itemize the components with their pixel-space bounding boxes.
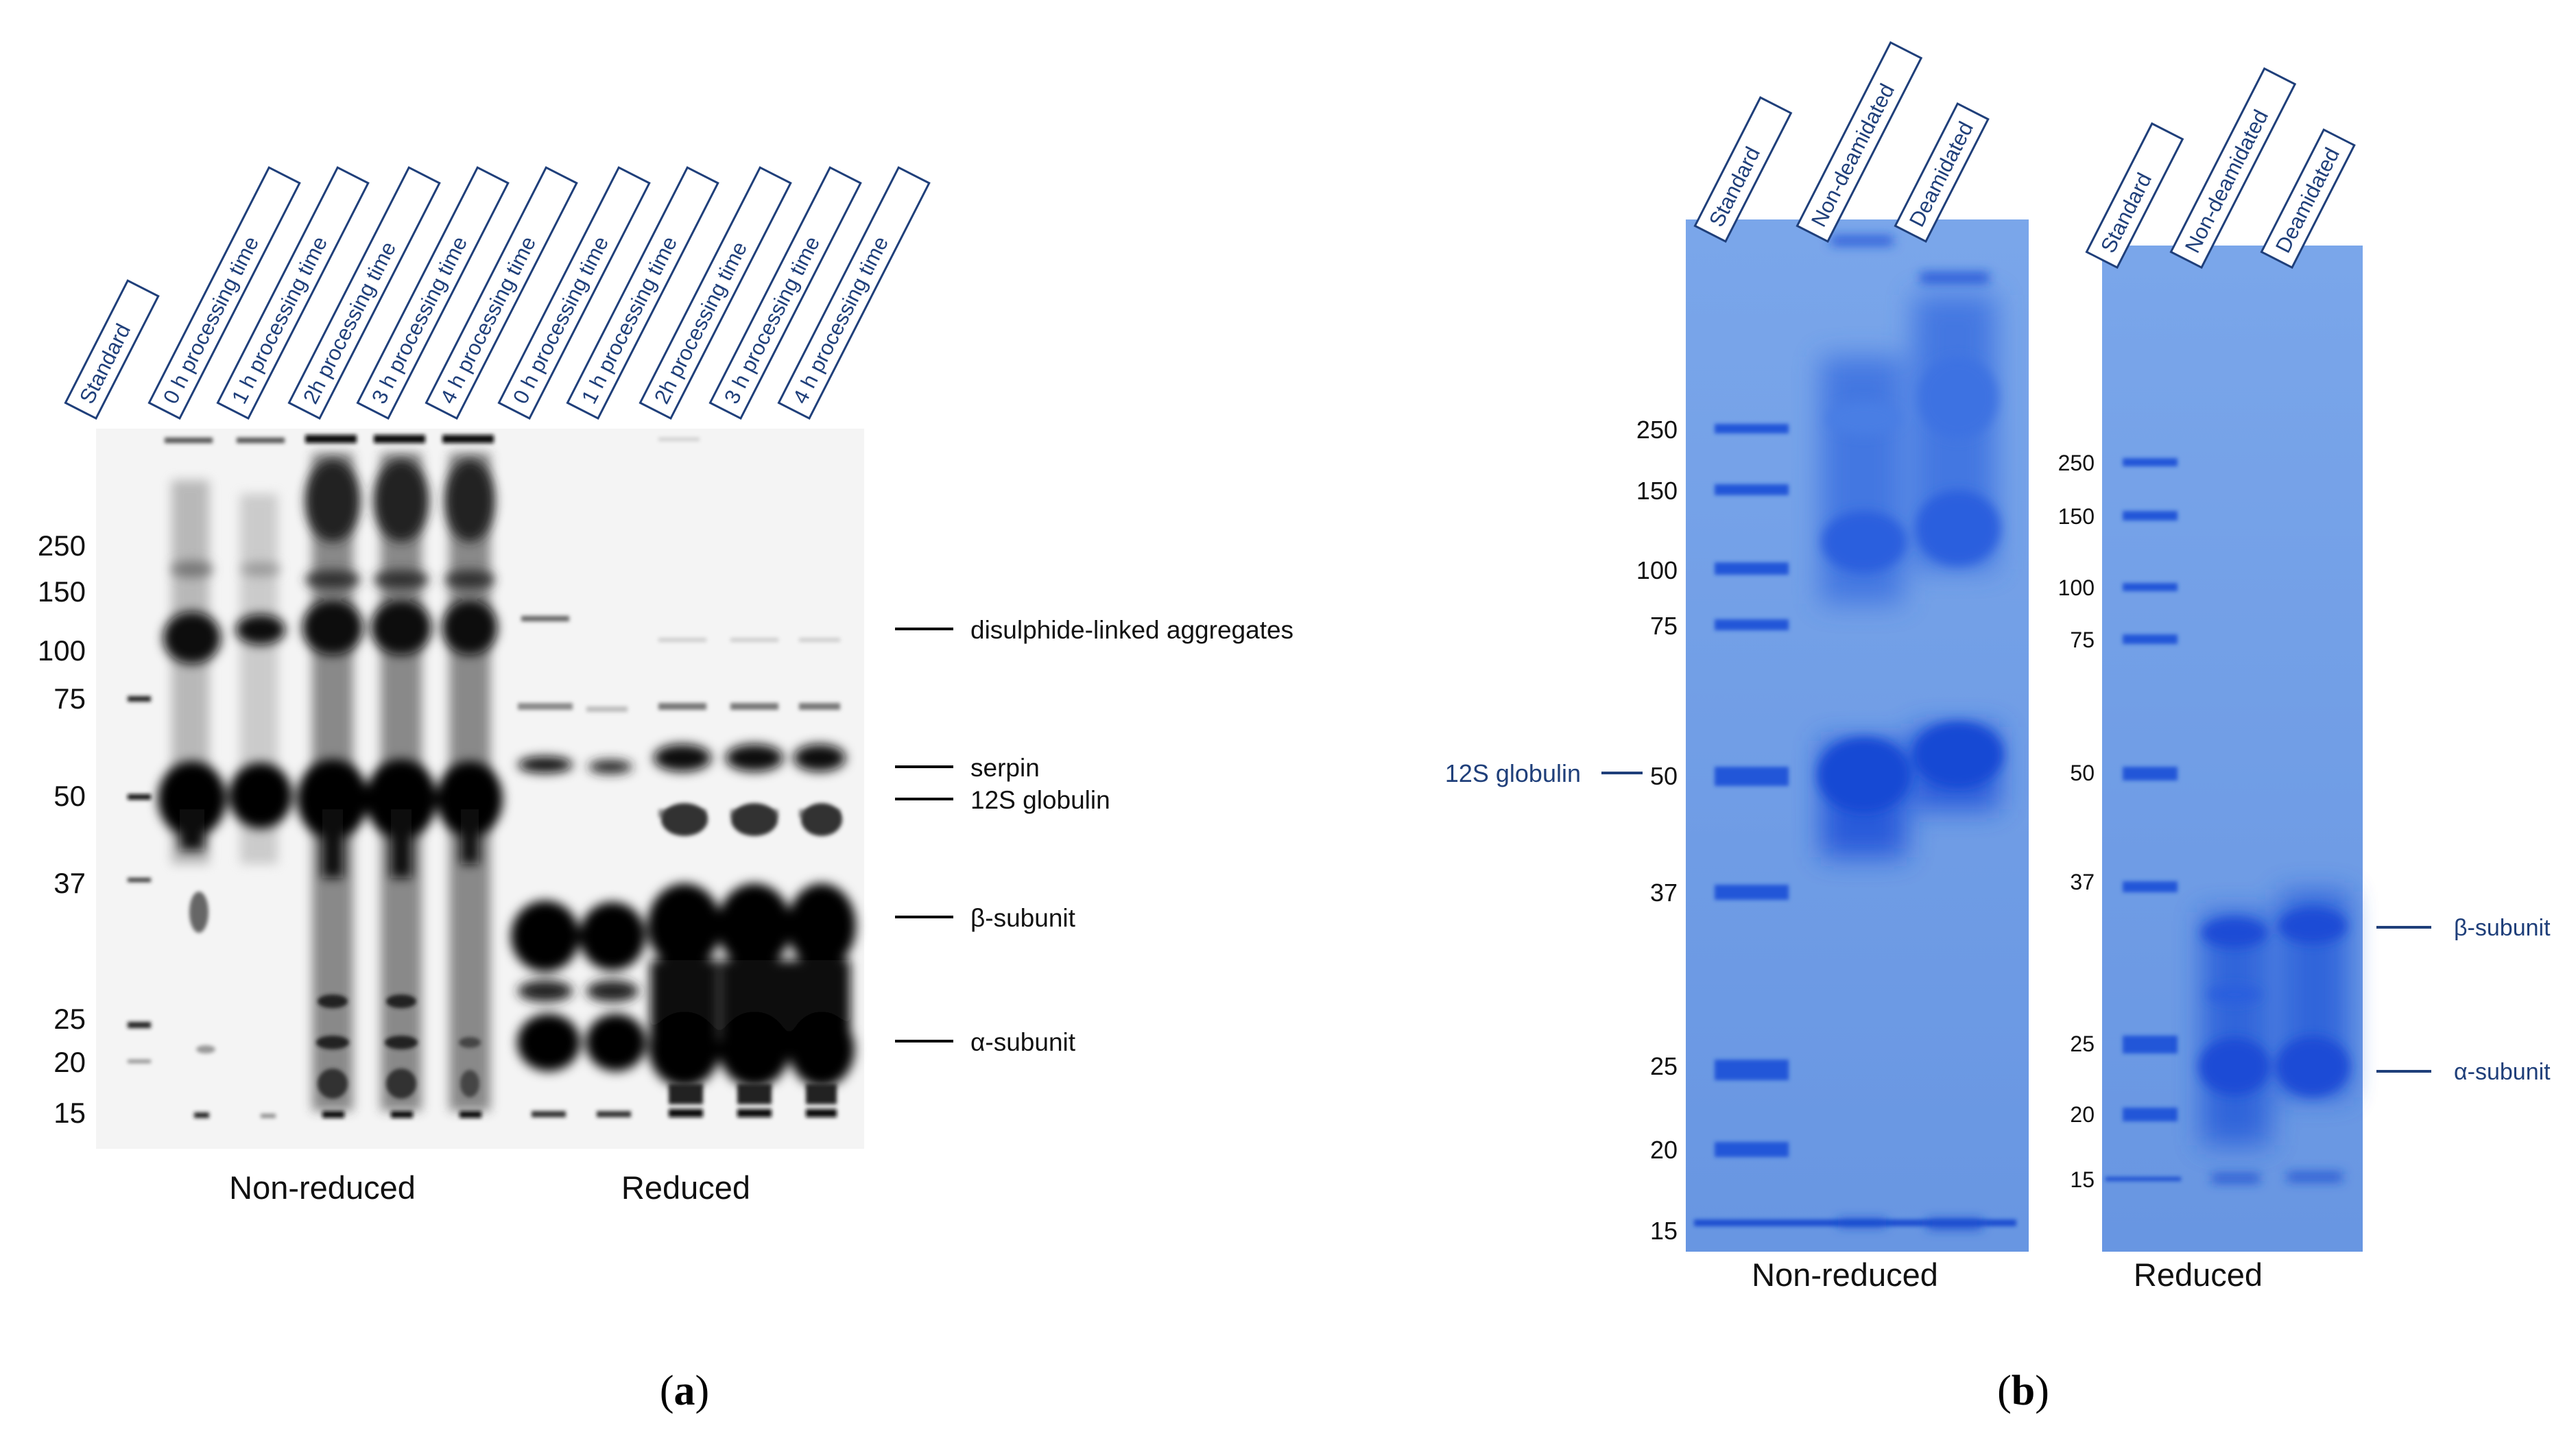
group-label-a-0: Non-reduced bbox=[229, 1169, 416, 1206]
markers-b: 250 150 100 75 50 37 25 20 15 250 150 100 75 50 37 25 20… bbox=[1636, 416, 2095, 1245]
annotations-a: disulphide-linked aggregates serpin 12S gl… bbox=[895, 616, 1293, 1056]
marker-b2-25: 25 bbox=[2070, 1032, 2095, 1056]
marker-b2-150: 150 bbox=[2058, 504, 2095, 529]
annotation-a-4: α-subunit bbox=[970, 1028, 1076, 1056]
lane-label-a-3-box bbox=[287, 166, 441, 420]
annotation-a-1: serpin bbox=[970, 754, 1040, 782]
marker-b1-15: 15 bbox=[1650, 1217, 1678, 1245]
marker-b1-250: 250 bbox=[1636, 416, 1678, 444]
lane-label-a-8-box bbox=[639, 166, 792, 420]
marker-b2-250: 250 bbox=[2058, 451, 2095, 475]
annotation-b2-1: α-subunit bbox=[2454, 1059, 2551, 1085]
caption-a: (a) bbox=[660, 1368, 709, 1414]
group-labels-a: Non-reduced Reduced bbox=[229, 1169, 750, 1206]
lane-label-a-7-box bbox=[566, 166, 719, 420]
marker-b2-15: 15 bbox=[2070, 1167, 2095, 1192]
marker-a-250: 250 bbox=[38, 529, 86, 562]
marker-b1-20: 20 bbox=[1650, 1136, 1678, 1164]
markers-a: 250 150 100 75 50 37 25 20 15 bbox=[38, 529, 86, 1129]
marker-b1-150: 150 bbox=[1636, 477, 1678, 505]
marker-b1-37: 37 bbox=[1650, 879, 1678, 907]
panel-b: Standard Non-deamidated Deamidated Standard… bbox=[1445, 40, 2551, 1414]
caption-b: (b) bbox=[1997, 1368, 2049, 1414]
lane-label-b1-1-box bbox=[1796, 40, 1923, 243]
lane-label-a-10-box bbox=[777, 166, 931, 420]
marker-a-15: 15 bbox=[53, 1097, 86, 1129]
lane-label-a-5-box bbox=[425, 166, 578, 420]
marker-a-50: 50 bbox=[53, 780, 86, 812]
lane-label-b2-2-box bbox=[2260, 128, 2356, 270]
marker-b2-50: 50 bbox=[2070, 761, 2095, 785]
lane-label-b2-1-text: Non-deamidated bbox=[2180, 106, 2273, 257]
gel-a-bands bbox=[128, 435, 856, 1118]
marker-b1-100: 100 bbox=[1636, 556, 1678, 584]
marker-a-75: 75 bbox=[53, 682, 86, 715]
marker-a-100: 100 bbox=[38, 634, 86, 667]
annotations-b: 12S globulin β-subunit α-subunit bbox=[1445, 759, 2551, 1085]
marker-a-37: 37 bbox=[53, 867, 86, 899]
group-label-reduced-b: Reduced bbox=[2134, 1256, 2263, 1293]
marker-b1-50: 50 bbox=[1650, 762, 1678, 790]
annotation-a-0: disulphide-linked aggregates bbox=[970, 616, 1293, 644]
lane-label-a-4-box bbox=[356, 166, 510, 420]
annotation-b1-12s-globulin: 12S globulin bbox=[1445, 759, 1581, 787]
marker-b1-75: 75 bbox=[1650, 612, 1678, 640]
marker-b2-75: 75 bbox=[2070, 628, 2095, 652]
lane-label-a-2-box bbox=[216, 166, 370, 420]
lane-label-a-9-box bbox=[708, 166, 862, 420]
lane-label-a-0: Standard bbox=[64, 279, 160, 420]
annotation-a-2: 12S globulin bbox=[970, 786, 1110, 814]
lane-label-b2-0-box bbox=[2085, 122, 2184, 270]
lane-label-a-0-box bbox=[64, 279, 160, 420]
lane-label-a-1-box bbox=[147, 166, 301, 420]
lane-label-b1-1-text: Non-deamidated bbox=[1806, 80, 1899, 230]
lane-label-a-6-box bbox=[497, 166, 651, 420]
annotation-b2-0: β-subunit bbox=[2454, 915, 2551, 941]
gel-b-bands bbox=[1694, 237, 2350, 1229]
marker-a-20: 20 bbox=[53, 1046, 86, 1078]
marker-b2-100: 100 bbox=[2058, 575, 2095, 600]
ladder-a bbox=[128, 696, 151, 1063]
marker-b2-37: 37 bbox=[2070, 870, 2095, 894]
lane-label-b2-1-box bbox=[2169, 67, 2297, 270]
annotation-a-3: β-subunit bbox=[970, 904, 1076, 932]
marker-b2-20: 20 bbox=[2070, 1102, 2095, 1127]
group-label-a-1: Reduced bbox=[621, 1169, 750, 1206]
marker-a-150: 150 bbox=[38, 575, 86, 608]
marker-a-25: 25 bbox=[53, 1003, 86, 1035]
marker-b1-25: 25 bbox=[1650, 1052, 1678, 1080]
lane-label-b1-2-box bbox=[1894, 102, 1990, 243]
lane-label-b1-0-box bbox=[1693, 96, 1793, 243]
group-label-non-reduced-b: Non-reduced bbox=[1752, 1256, 1938, 1293]
